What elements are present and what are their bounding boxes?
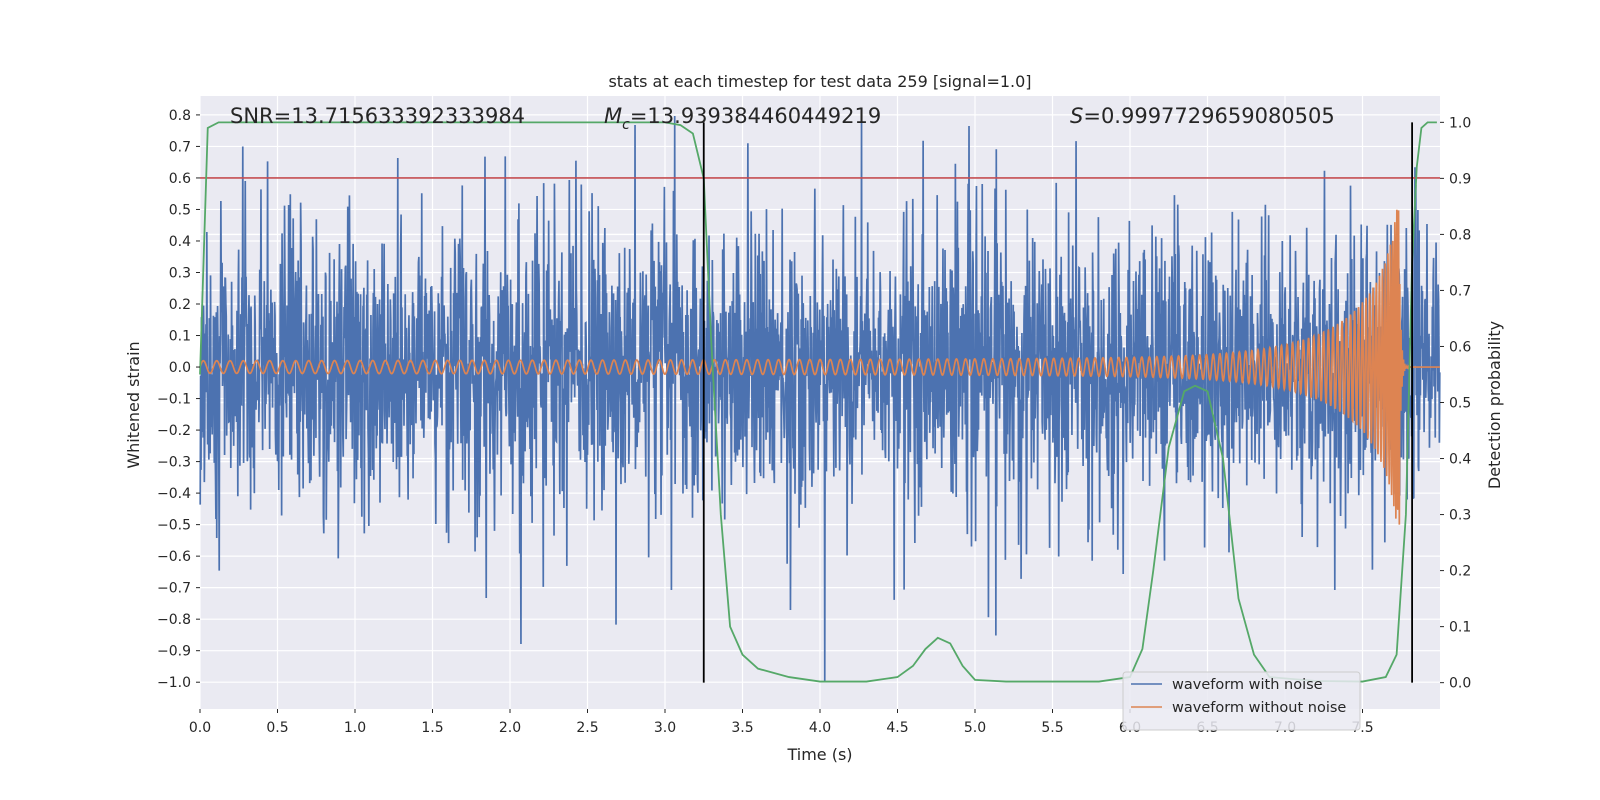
x-tick-label: 0.5 xyxy=(266,720,288,736)
x-axis-label: Time (s) xyxy=(786,745,852,764)
chirp-mass-value: =13.939384460449219 xyxy=(630,104,881,128)
chirp-mass-subscript: c xyxy=(622,117,630,133)
y2-tick-label: 0.9 xyxy=(1449,171,1471,187)
x-tick-label: 2.0 xyxy=(499,720,521,736)
chart-title: stats at each timestep for test data 259… xyxy=(608,72,1031,91)
y-tick-label: −0.9 xyxy=(157,644,191,660)
y-tick-label: 0.1 xyxy=(169,329,191,345)
y-ticks: 0.8 0.7 0.6 0.5 0.4 0.3 0.2 0.1 0.0 −0.1 −0.2 −0.3 −… xyxy=(157,108,200,691)
y2-tick-label: 0.6 xyxy=(1449,339,1471,355)
y2-tick-label: 0.5 xyxy=(1449,396,1471,412)
y2-tick-label: 1.0 xyxy=(1449,115,1471,131)
chirp-mass-symbol: M xyxy=(604,104,622,128)
series-waveform-without-noise xyxy=(199,209,1440,525)
x-tick-label: 3.5 xyxy=(731,720,753,736)
x-tick-label: 4.0 xyxy=(809,720,831,736)
x-tick-label: 4.5 xyxy=(886,720,908,736)
y-tick-label: −0.4 xyxy=(157,486,191,502)
y2-tick-label: 0.4 xyxy=(1449,452,1471,468)
score-annotation: S=0.9997729659080505 xyxy=(1070,104,1335,128)
y2-tick-label: 0.7 xyxy=(1449,283,1471,299)
x-tick-label: 0.0 xyxy=(189,720,211,736)
legend-box xyxy=(1122,671,1361,731)
y2-tick-label: 0.8 xyxy=(1449,227,1471,243)
y-tick-label: 0.5 xyxy=(169,202,191,218)
x-tick-label: 3.0 xyxy=(654,720,676,736)
y2-tick-label: 0.3 xyxy=(1449,508,1471,524)
x-tick-label: 5.5 xyxy=(1041,720,1063,736)
y-tick-label: 0.6 xyxy=(169,171,191,187)
x-tick-label: 1.5 xyxy=(421,720,443,736)
y-tick-label: 0.8 xyxy=(169,108,191,124)
legend: waveform with noise waveform without noi… xyxy=(1122,671,1361,731)
y-tick-label: 0.7 xyxy=(169,139,191,155)
score-symbol: S xyxy=(1070,104,1083,128)
y2-tick-label: 0.2 xyxy=(1449,564,1471,580)
y2-tick-label: 0.0 xyxy=(1449,676,1471,692)
y-axis-label: Whitened strain xyxy=(124,341,143,468)
y-tick-label: −0.8 xyxy=(157,612,191,628)
snr-annotation: SNR=13.715633392333984 xyxy=(230,104,525,128)
y2-ticks: 1.0 0.9 0.8 0.7 0.6 0.5 0.4 0.3 0.2 0.1 0.0 xyxy=(1440,115,1471,692)
score-value: =0.9997729659080505 xyxy=(1083,104,1334,128)
chirp-mass-annotation: Mc=13.939384460449219 xyxy=(604,104,881,133)
y-tick-label: −0.1 xyxy=(157,392,191,408)
x-tick-label: 5.0 xyxy=(964,720,986,736)
y2-axis-label: Detection probability xyxy=(1485,321,1504,489)
y-tick-label: −0.6 xyxy=(157,549,191,565)
y-tick-label: −0.7 xyxy=(157,581,191,597)
y-tick-label: 0.3 xyxy=(169,265,191,281)
y-tick-label: −0.3 xyxy=(157,455,191,471)
x-tick-label: 1.0 xyxy=(344,720,366,736)
legend-label-clean: waveform without noise xyxy=(1172,700,1346,716)
legend-label-noisy: waveform with noise xyxy=(1172,677,1323,693)
y-tick-label: −0.2 xyxy=(157,423,191,439)
x-tick-label: 2.5 xyxy=(576,720,598,736)
y-tick-label: −1.0 xyxy=(157,675,191,691)
y-tick-label: −0.5 xyxy=(157,518,191,534)
y-tick-label: 0.4 xyxy=(169,234,191,250)
y2-tick-label: 0.1 xyxy=(1449,620,1471,636)
y-tick-label: 0.0 xyxy=(169,360,191,376)
series-waveform-with-noise xyxy=(199,114,1441,683)
y-tick-label: 0.2 xyxy=(169,297,191,313)
